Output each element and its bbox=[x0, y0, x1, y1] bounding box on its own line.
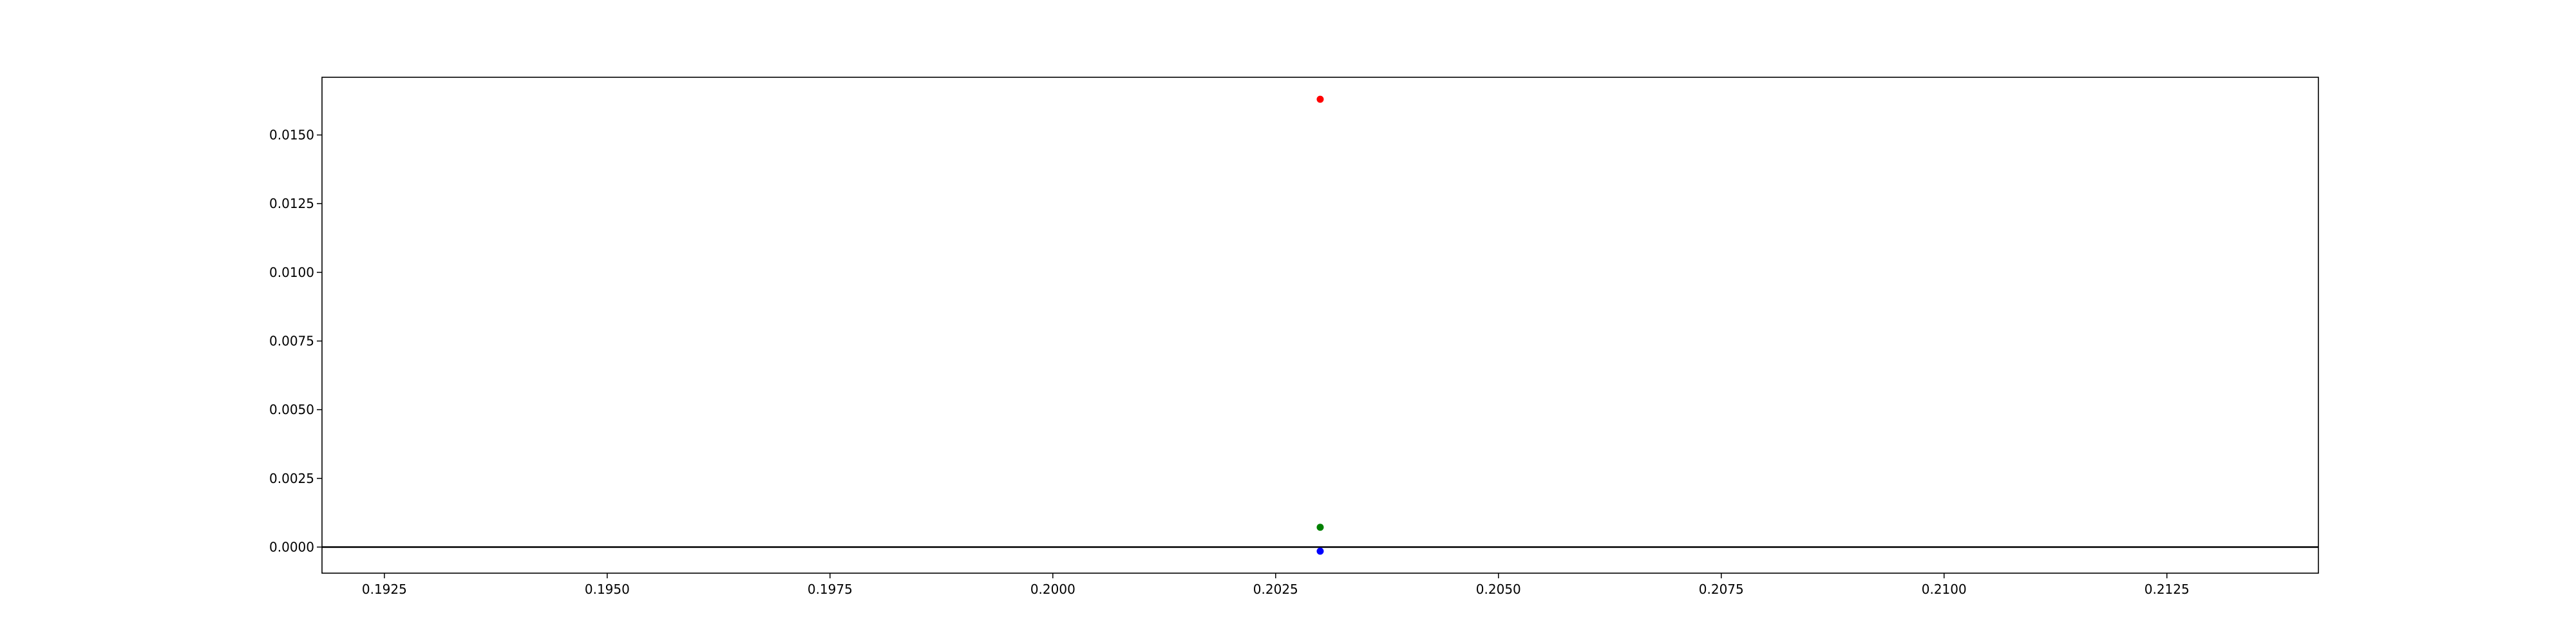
y-axis: 0.0000 0.0025 0.0050 0.0075 0.0100 0.0125 0.01… bbox=[269, 128, 322, 554]
data-point-series-2 bbox=[1316, 524, 1324, 531]
y-tick-label: 0.0150 bbox=[269, 128, 314, 143]
y-tick-label: 0.0000 bbox=[269, 539, 314, 554]
x-axis: 0.1925 0.1950 0.1975 0.2000 0.2025 0.2050 0.20… bbox=[362, 573, 2190, 597]
y-tick-label: 0.0075 bbox=[269, 334, 314, 349]
y-tick-label: 0.0125 bbox=[269, 196, 314, 211]
x-tick-label: 0.2050 bbox=[1476, 582, 1521, 597]
data-point-series-3 bbox=[1316, 547, 1324, 555]
y-tick-label: 0.0050 bbox=[269, 402, 314, 417]
plot-area bbox=[322, 77, 2318, 573]
x-tick-label: 0.1925 bbox=[362, 582, 407, 597]
y-tick-label: 0.0025 bbox=[269, 471, 314, 486]
y-tick-label: 0.0100 bbox=[269, 265, 314, 280]
x-tick-label: 0.2125 bbox=[2145, 582, 2190, 597]
x-tick-label: 0.2000 bbox=[1030, 582, 1075, 597]
data-points bbox=[1316, 95, 1324, 555]
x-tick-label: 0.2075 bbox=[1699, 582, 1744, 597]
x-tick-label: 0.1950 bbox=[585, 582, 630, 597]
x-tick-label: 0.1975 bbox=[808, 582, 853, 597]
plot-frame bbox=[321, 77, 2319, 574]
x-tick-label: 0.2100 bbox=[1922, 582, 1967, 597]
data-point-series-1 bbox=[1316, 95, 1324, 103]
x-tick-label: 0.2025 bbox=[1253, 582, 1298, 597]
